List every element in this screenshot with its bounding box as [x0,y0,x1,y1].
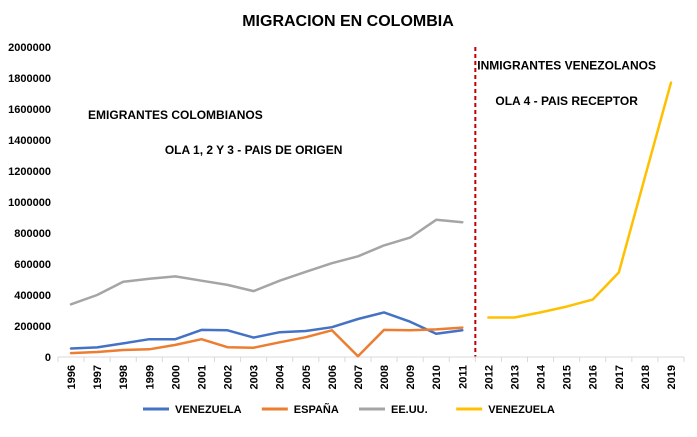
y-tick-label: 1800000 [8,73,51,85]
y-tick-label: 1400000 [8,135,51,147]
x-tick-label: 1998 [118,365,130,389]
x-tick-label: 2006 [327,365,339,389]
y-tick-label: 600000 [14,259,51,271]
y-tick-label: 200000 [14,321,51,333]
chart-title: MIGRACION EN COLOMBIA [242,13,454,30]
series-line-1 [69,326,464,358]
x-tick-label: 2004 [275,364,287,389]
x-tick-label: 2017 [614,365,626,389]
y-axis: 0 200000 400000 600000 800000 1000000 1200000 1… [8,42,51,364]
annotation-0: EMIGRANTES COLOMBIANOS [88,108,263,122]
x-tick-label: 2007 [353,365,365,389]
legend-label-3: VENEZUELA [488,404,555,416]
y-tick-label: 800000 [14,228,51,240]
x-tick-label: 2013 [509,365,521,389]
y-tick-label: 0 [45,352,51,364]
y-tick-label: 400000 [14,290,51,302]
series-layer [69,81,673,358]
x-tick-label: 2003 [249,365,261,389]
x-axis: 1996 1997 1998 1999 2000 2001 2002 2003 2004 2005… [57,356,685,389]
x-tick-label: 2001 [196,365,208,389]
x-tick-label: 2009 [405,365,417,389]
legend-label-0: VENEZUELA [175,404,242,416]
annotations: EMIGRANTES COLOMBIANOS OLA 1, 2 Y 3 - PAI… [88,58,656,156]
x-tick-label: 2015 [562,365,574,389]
x-tick-label: 2005 [301,365,313,389]
legend-label-1: ESPAÑA [294,403,339,416]
x-tick-label: 2018 [640,365,652,389]
series-line-2 [69,218,464,306]
x-tick-label: 2016 [588,365,600,389]
x-tick-label: 1997 [92,365,104,389]
x-tick-label: 2002 [223,365,235,389]
y-tick-label: 1600000 [8,104,51,116]
series-line-3 [487,81,673,319]
annotation-3: OLA 4 - PAIS RECEPTOR [495,94,638,108]
x-tick-label: 2010 [431,365,443,389]
x-tick-label: 1999 [144,365,156,389]
y-tick-label: 2000000 [8,42,51,54]
x-tick-label: 2011 [457,365,469,389]
x-tick-label: 2008 [379,365,391,389]
series-line-0 [69,311,464,350]
annotation-2: INMIGRANTES VENEZOLANOS [477,58,656,72]
annotation-1: OLA 1, 2 Y 3 - PAIS DE ORIGEN [165,143,343,157]
legend: VENEZUELA ESPAÑA EE.UU. VENEZUELA [143,403,555,416]
y-tick-label: 1200000 [8,166,51,178]
x-tick-label: 2000 [170,365,182,389]
x-tick-label: 1996 [66,365,78,389]
legend-label-2: EE.UU. [391,404,428,416]
x-tick-label: 2019 [666,365,678,389]
x-tick-label: 2014 [536,364,548,389]
y-tick-label: 1000000 [8,197,51,209]
x-tick-label: 2012 [483,365,495,389]
